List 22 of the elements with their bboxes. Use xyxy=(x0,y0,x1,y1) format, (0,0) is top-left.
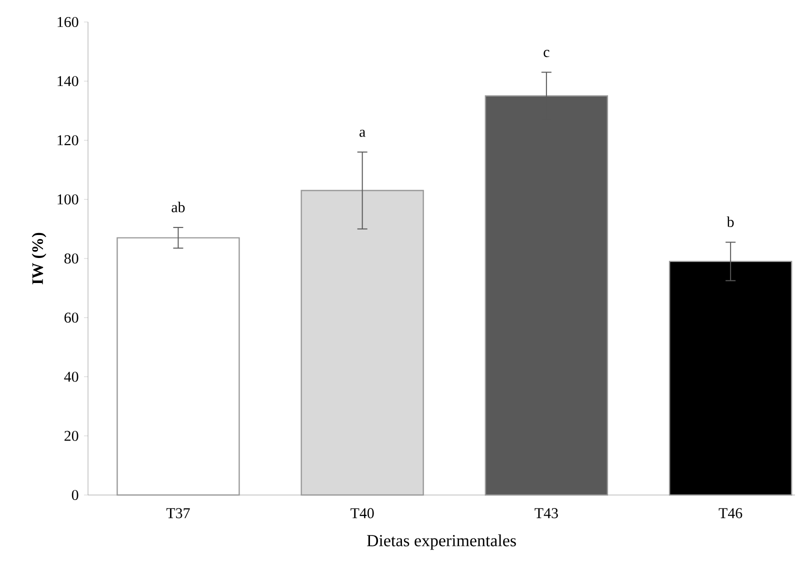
y-tick-label: 80 xyxy=(64,253,78,264)
y-tick-label: 20 xyxy=(64,430,78,441)
annotation: c xyxy=(544,50,550,58)
annotation: ab xyxy=(172,202,185,212)
y-tick-label: 120 xyxy=(58,135,78,146)
y-tick-label: 60 xyxy=(64,312,78,323)
annotation: b xyxy=(726,216,734,228)
y-axis-title: IW (%) xyxy=(32,232,46,284)
x-tick-label: T37 xyxy=(166,508,190,518)
x-tick-label: T40 xyxy=(350,508,374,518)
y-tick-label: 0 xyxy=(72,490,78,500)
y-tick-label: 100 xyxy=(58,194,78,204)
bar xyxy=(116,237,240,496)
x-tick-label: T43 xyxy=(534,508,558,518)
y-tick-label: 160 xyxy=(58,16,78,28)
x-axis-title: Dietas experimentales xyxy=(366,534,516,550)
bar xyxy=(300,190,424,496)
x-tick-label: T46 xyxy=(718,508,742,518)
y-tick-label: 140 xyxy=(58,76,78,86)
bar xyxy=(668,260,792,496)
annotation: a xyxy=(360,130,366,137)
y-tick-label: 40 xyxy=(64,372,78,382)
